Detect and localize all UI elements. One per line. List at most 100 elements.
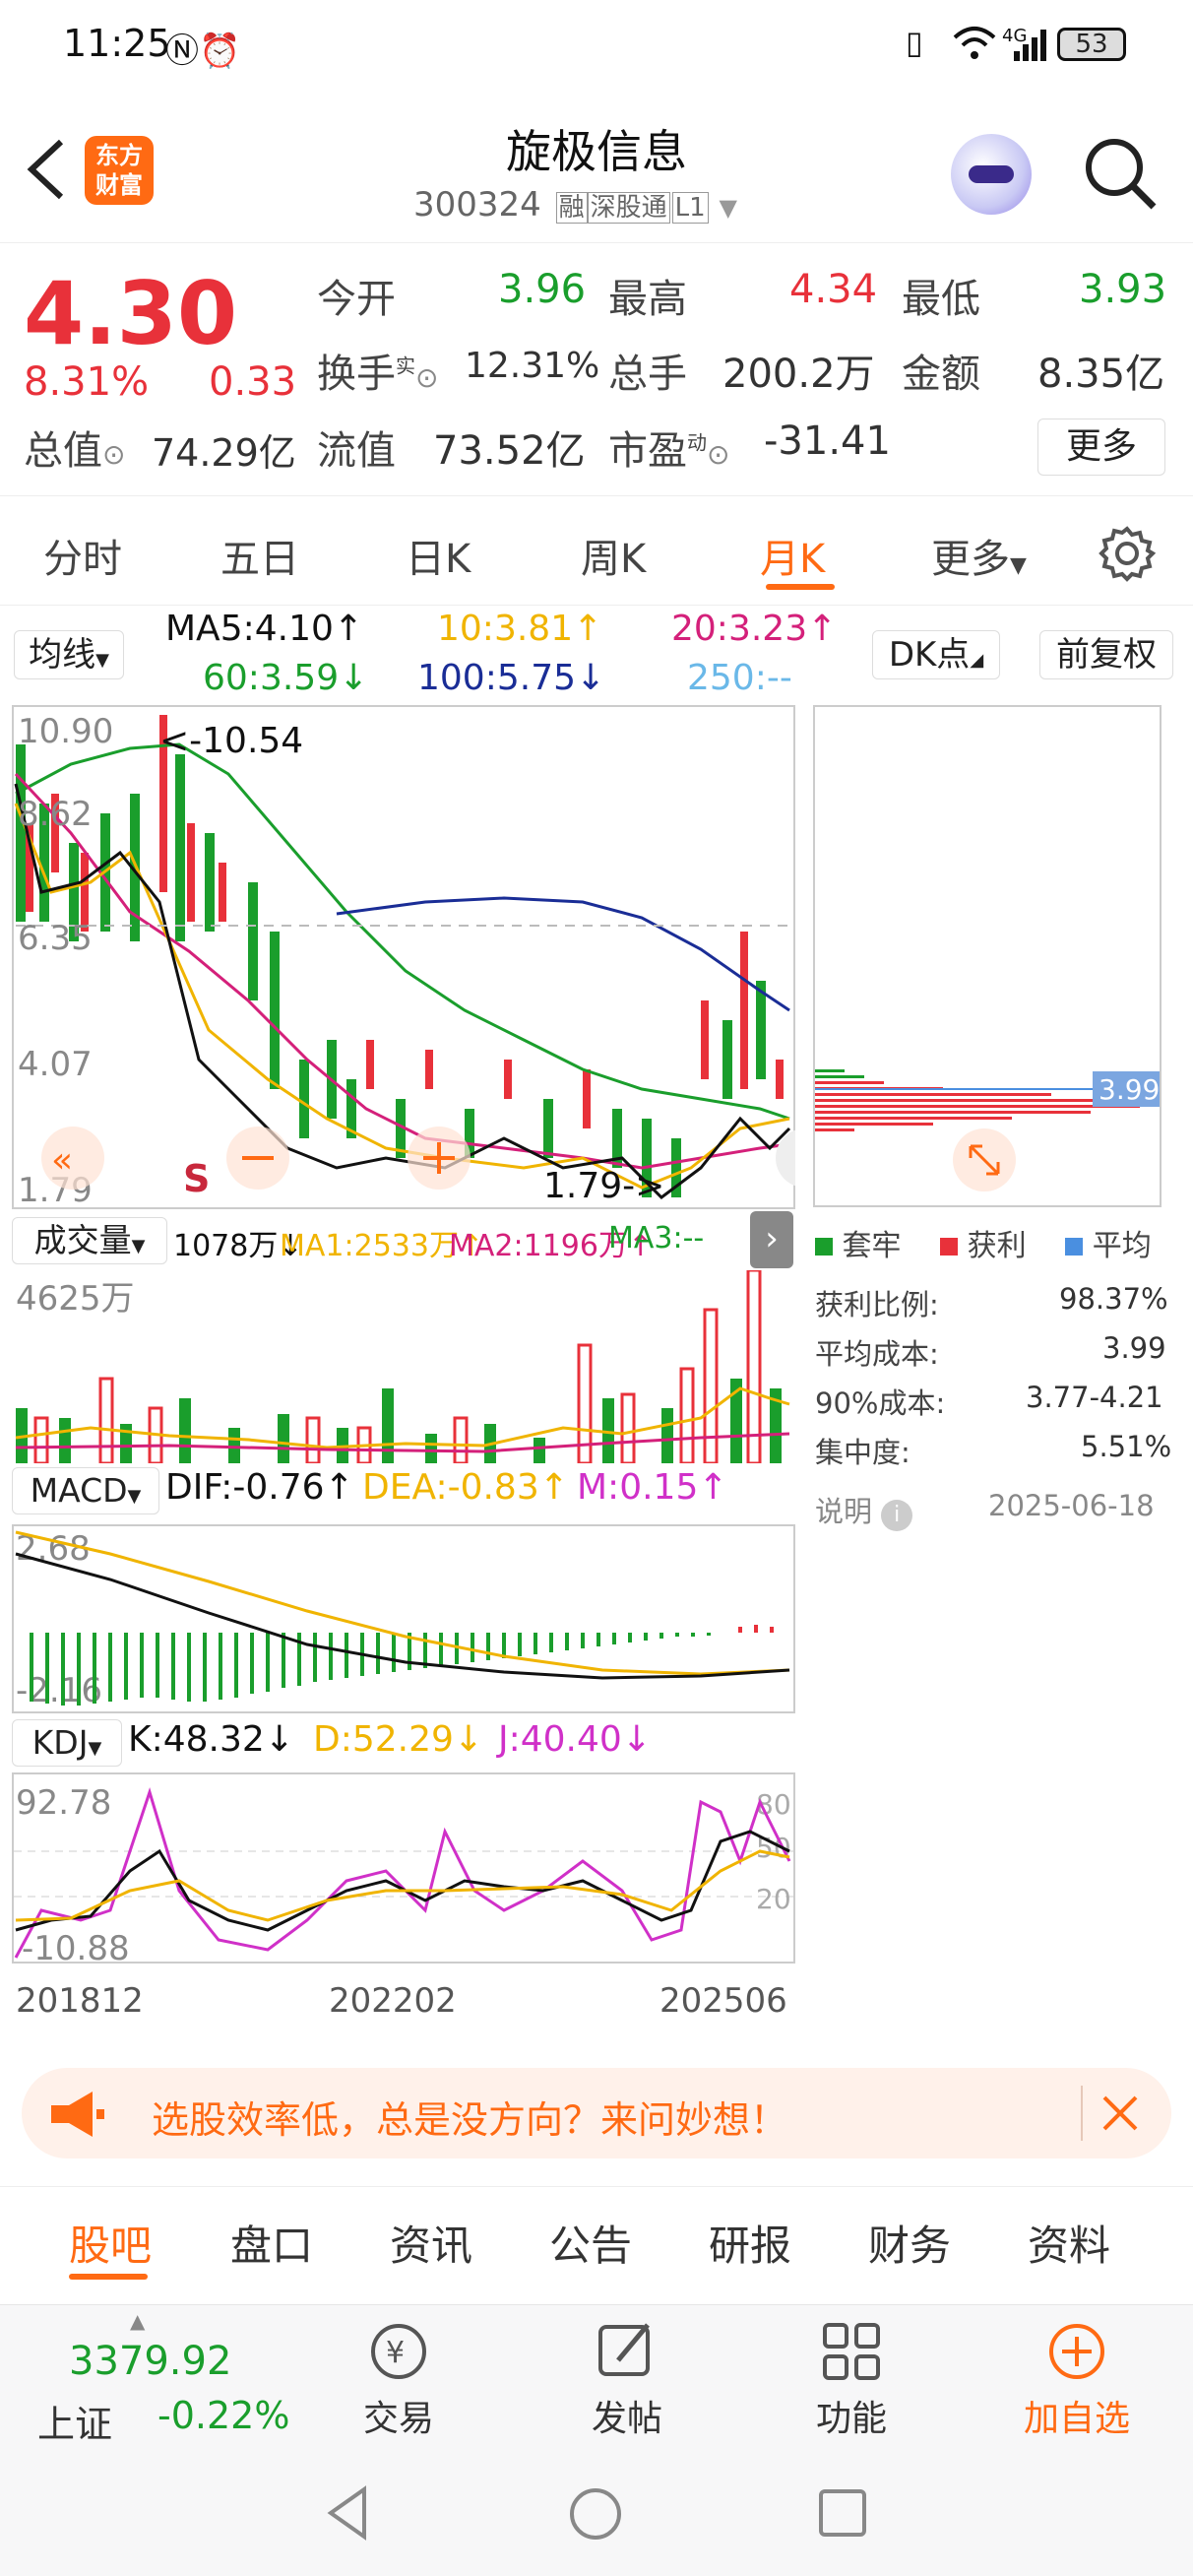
cost-90-label: 90%成本: — [815, 1386, 946, 1420]
dk-point-button[interactable]: DK点◢ — [872, 630, 1000, 679]
kdj-j: J:40.40↓ — [498, 1719, 652, 1760]
turnover-value: 12.31% — [465, 346, 600, 386]
index-name: 上证 — [37, 2403, 113, 2446]
tab-more[interactable]: 更多▼ — [931, 537, 1027, 582]
zoom-out-icon[interactable] — [226, 1127, 289, 1190]
indicator-selector[interactable]: 均线▼ — [14, 630, 124, 679]
settings-gear-icon[interactable] — [1099, 525, 1156, 582]
kdj-selector[interactable]: KDJ▼ — [12, 1719, 122, 1767]
tab-forum[interactable]: 股吧 — [69, 2222, 153, 2270]
macd-selector[interactable]: MACD▼ — [12, 1467, 159, 1514]
index-change: -0.22% — [157, 2394, 290, 2437]
quote-panel: 4.30 8.31% 0.33 今开 3.96 最高 4.34 最低 3.93 … — [0, 242, 1193, 496]
avg-cost-value: 3.99 — [1102, 1331, 1166, 1365]
ma10-value: 10:3.81↑ — [437, 609, 603, 649]
tab-weekly-k[interactable]: 周K — [581, 537, 647, 582]
tab-monthly-k[interactable]: 月K — [760, 537, 826, 582]
tab-daily-k[interactable]: 日K — [406, 537, 471, 582]
volume-ma1: MA1:2533万↑ — [280, 1229, 484, 1263]
x-axis-end: 202506 — [659, 1981, 787, 2021]
float-cap-label: 流值 — [317, 428, 396, 474]
edit-icon — [598, 2323, 650, 2376]
status-time: 11:25 — [63, 22, 171, 65]
system-nav-bar — [0, 2452, 1193, 2576]
stock-name: 旋极信息 — [506, 125, 687, 178]
macd-dif: DIF:-0.76↑ — [165, 1467, 354, 1508]
back-triangle-icon[interactable] — [325, 2485, 368, 2541]
robot-assistant-icon[interactable] — [951, 134, 1032, 215]
ma20-line — [14, 772, 790, 1170]
volume-label: 总手 — [608, 352, 687, 397]
tag-connect: 深股通 — [587, 192, 670, 224]
app-logo: 东方 财富 — [85, 136, 154, 205]
battery-icon: 53 — [1057, 28, 1126, 61]
market-cap-value: 74.29亿 — [152, 431, 296, 475]
svg-text:«: « — [51, 1140, 73, 1181]
svg-text:¥: ¥ — [386, 2336, 405, 2370]
amount-label: 金额 — [902, 352, 980, 397]
market-cap-label: 总值⊙ — [24, 428, 126, 474]
expand-icon[interactable] — [953, 1128, 1016, 1191]
wifi-icon — [953, 27, 996, 59]
volume-selector[interactable]: 成交量▼ — [12, 1217, 167, 1264]
current-price: 4.30 — [24, 263, 238, 364]
close-icon[interactable] — [1099, 2092, 1142, 2135]
macd-chart: 2.68 -2.16 — [12, 1524, 795, 1713]
kline-tick-2: 8.62 — [18, 795, 93, 834]
legend-trapped-label: 套牢 — [842, 1229, 902, 1263]
ma100-line — [336, 896, 790, 1012]
chip-distribution-chart[interactable]: 3.99 — [813, 705, 1163, 1209]
open-label: 今开 — [317, 277, 396, 322]
tab-five-day[interactable]: 五日 — [220, 537, 299, 582]
tab-news[interactable]: 资讯 — [390, 2222, 473, 2270]
tab-research[interactable]: 研报 — [709, 2222, 792, 2270]
tab-finance[interactable]: 财务 — [868, 2222, 952, 2270]
recents-square-icon[interactable] — [817, 2487, 868, 2539]
tab-intraday[interactable]: 分时 — [43, 537, 122, 582]
x-axis-mid: 202202 — [329, 1981, 457, 2021]
network-type: 4G — [1002, 26, 1028, 46]
profit-ratio-value: 98.37% — [1059, 1282, 1168, 1316]
kline-tick-4: 4.07 — [18, 1045, 93, 1084]
kline-chart[interactable]: 10.90 8.62 6.35 4.07 1.79 <-10.54 1.79->… — [12, 705, 795, 1209]
avg-price-tag-text: 3.99 — [1099, 1073, 1160, 1106]
zoom-in-icon[interactable] — [408, 1127, 471, 1190]
chip-note[interactable]: 说明 i — [815, 1489, 913, 1531]
nfc-icon: Ⓝ⏰ — [165, 32, 241, 71]
tab-announcement[interactable]: 公告 — [549, 2222, 633, 2270]
nav-post[interactable]: 发帖 — [563, 2317, 691, 2445]
change-percent: 8.31% — [24, 359, 150, 405]
tab-profile[interactable]: 资料 — [1028, 2222, 1111, 2270]
nav-functions[interactable]: 功能 — [787, 2317, 915, 2445]
active-tab-indicator — [766, 584, 835, 590]
scroll-right-icon[interactable] — [776, 1128, 795, 1188]
scroll-left-icon[interactable]: « — [41, 1127, 104, 1190]
macd-dif-line — [15, 1552, 790, 1680]
nav-trade[interactable]: ¥ 交易 — [335, 2317, 463, 2445]
sell-marker: S — [183, 1157, 210, 1200]
more-button[interactable]: 更多 — [1037, 419, 1165, 476]
volume-current: 1078万↓ — [173, 1229, 303, 1263]
float-cap-value: 73.52亿 — [433, 428, 586, 474]
avg-price-tag — [1093, 1071, 1160, 1107]
tab-orderbook[interactable]: 盘口 — [230, 2222, 314, 2270]
nav-add-watchlist[interactable]: 加自选 — [1008, 2317, 1146, 2445]
search-icon[interactable] — [1083, 136, 1160, 213]
stock-code[interactable]: 300324 融深股通 L1 ▼ — [413, 185, 737, 225]
amount-value: 8.35亿 — [1037, 352, 1165, 397]
legend-average-label: 平均 — [1092, 1229, 1152, 1263]
tag-level: L1 — [671, 192, 709, 224]
open-value: 3.96 — [498, 267, 587, 312]
adjust-button[interactable]: 前复权 — [1039, 630, 1173, 679]
cost-90-value: 3.77-4.21 — [1026, 1381, 1163, 1414]
kdj-level-20: 20 — [756, 1883, 791, 1915]
ai-promo-banner[interactable]: 选股效率低，总是没方向？来问妙想！ — [22, 2068, 1171, 2158]
home-circle-icon[interactable] — [567, 2485, 624, 2543]
kdj-top-label: 92.78 — [16, 1783, 111, 1823]
index-widget[interactable]: ▲ 3379.92 上证 -0.22% — [0, 2305, 295, 2453]
kline-tick-top: 10.90 — [18, 712, 113, 751]
volume-ma3: MA3:-- — [608, 1221, 705, 1256]
ma5-line — [14, 783, 791, 1199]
back-arrow-icon[interactable] — [22, 138, 69, 201]
expand-right-icon[interactable]: › — [750, 1211, 793, 1268]
